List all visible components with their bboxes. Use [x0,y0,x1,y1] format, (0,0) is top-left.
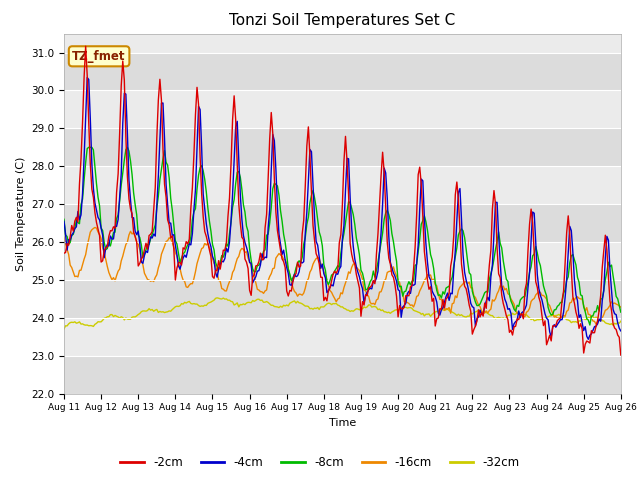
Bar [64,318,621,356]
Bar [64,128,621,166]
Bar [64,52,621,90]
Text: TZ_fmet: TZ_fmet [72,50,126,63]
Bar [64,90,621,128]
Y-axis label: Soil Temperature (C): Soil Temperature (C) [15,156,26,271]
Bar [64,356,621,394]
Title: Tonzi Soil Temperatures Set C: Tonzi Soil Temperatures Set C [229,13,456,28]
X-axis label: Time: Time [329,418,356,428]
Bar [64,204,621,242]
Bar [64,166,621,204]
Bar [64,242,621,280]
Bar [64,34,621,52]
Legend: -2cm, -4cm, -8cm, -16cm, -32cm: -2cm, -4cm, -8cm, -16cm, -32cm [115,452,525,474]
Bar [64,280,621,318]
